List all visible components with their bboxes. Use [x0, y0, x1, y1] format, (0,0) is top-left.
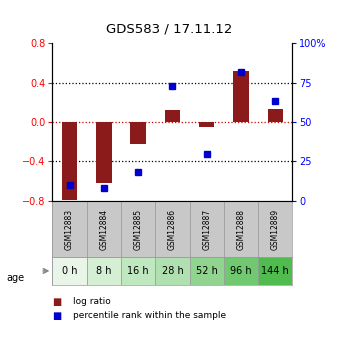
- Text: ■: ■: [52, 297, 62, 307]
- Bar: [87, 257, 121, 285]
- Text: 144 h: 144 h: [261, 266, 289, 276]
- Text: 52 h: 52 h: [196, 266, 218, 276]
- Bar: [121, 257, 155, 285]
- Bar: [62, 122, 77, 200]
- Bar: [258, 201, 292, 257]
- Bar: [155, 257, 190, 285]
- Bar: [165, 110, 180, 122]
- Text: 28 h: 28 h: [162, 266, 183, 276]
- Text: GSM12888: GSM12888: [237, 208, 245, 249]
- Bar: [96, 122, 112, 183]
- Bar: [52, 257, 87, 285]
- Text: GSM12884: GSM12884: [99, 208, 108, 249]
- Bar: [87, 201, 121, 257]
- Text: GSM12883: GSM12883: [65, 208, 74, 249]
- Text: ■: ■: [52, 311, 62, 321]
- Bar: [233, 71, 249, 122]
- Bar: [190, 257, 224, 285]
- Text: GSM12887: GSM12887: [202, 208, 211, 249]
- Text: GSM12889: GSM12889: [271, 208, 280, 249]
- Bar: [130, 122, 146, 144]
- Bar: [199, 122, 214, 127]
- Bar: [190, 201, 224, 257]
- Bar: [224, 201, 258, 257]
- Text: GSM12886: GSM12886: [168, 208, 177, 249]
- Bar: [155, 201, 190, 257]
- Text: age: age: [7, 273, 25, 283]
- Text: GSM12885: GSM12885: [134, 208, 143, 249]
- Bar: [121, 201, 155, 257]
- Text: 8 h: 8 h: [96, 266, 112, 276]
- Text: percentile rank within the sample: percentile rank within the sample: [73, 311, 226, 320]
- Bar: [267, 109, 283, 122]
- Text: 16 h: 16 h: [127, 266, 149, 276]
- Text: 0 h: 0 h: [62, 266, 77, 276]
- Text: 96 h: 96 h: [230, 266, 252, 276]
- Bar: [258, 257, 292, 285]
- Bar: [224, 257, 258, 285]
- Text: GDS583 / 17.11.12: GDS583 / 17.11.12: [106, 22, 232, 36]
- Text: log ratio: log ratio: [73, 297, 111, 306]
- Bar: [52, 201, 87, 257]
